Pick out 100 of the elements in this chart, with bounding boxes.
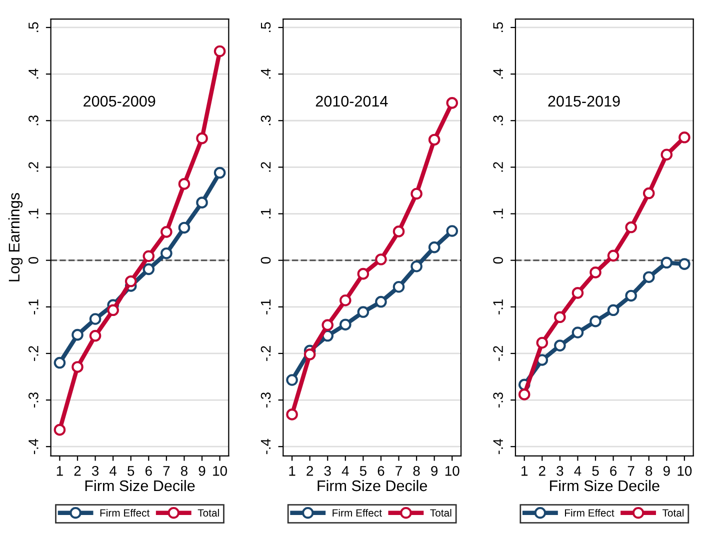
y-tick-label: .1	[260, 208, 271, 218]
y-tick-label: -.2	[260, 346, 271, 361]
point	[357, 268, 370, 280]
x-tick-label: 6	[378, 466, 384, 476]
point	[72, 328, 84, 341]
x-tick-label: 8	[413, 466, 420, 476]
point	[196, 196, 208, 208]
x-tick-label: 9	[198, 466, 206, 476]
point	[375, 296, 387, 308]
point	[660, 256, 673, 269]
point	[304, 348, 316, 360]
point	[536, 336, 548, 349]
point	[678, 258, 690, 270]
y-tick-label: -.4	[493, 438, 503, 454]
x-tick-label: 3	[324, 466, 331, 476]
point	[554, 311, 566, 324]
x-tick-label: 9	[663, 466, 670, 476]
point	[142, 263, 155, 276]
point	[142, 250, 155, 262]
y-tick-label: .4	[28, 68, 38, 79]
x-tick-label: 4	[342, 466, 349, 476]
x-tick-label: 2	[538, 466, 546, 476]
x-tick-label: 5	[128, 466, 134, 476]
x-tick-label: 6	[145, 466, 152, 476]
point	[89, 313, 102, 325]
point	[54, 356, 66, 369]
x-axis-title: Firm Size Decile	[550, 480, 660, 492]
point	[339, 294, 352, 306]
point	[214, 45, 226, 58]
x-tick-label: 8	[646, 466, 652, 476]
point	[590, 315, 602, 328]
y-tick-label: .3	[493, 115, 503, 126]
x-tick-label: 5	[592, 466, 599, 476]
x-tick-label: 6	[610, 466, 617, 476]
point	[72, 361, 84, 373]
y-tick-label: -.3	[493, 392, 503, 408]
point	[625, 221, 637, 234]
x-tick-label: 4	[110, 466, 117, 476]
point	[572, 287, 584, 299]
legend-label: Total	[662, 508, 684, 517]
y-tick-label: -.2	[28, 346, 38, 361]
y-tick-label: 0	[28, 257, 38, 264]
point	[196, 132, 208, 144]
point	[590, 266, 602, 278]
y-axis-title: Log Earnings	[8, 193, 23, 282]
x-axis-title: Firm Size Decile	[85, 480, 195, 492]
annotation: 2010-2014	[316, 96, 388, 107]
point	[214, 166, 226, 179]
y-tick-label: .2	[260, 162, 271, 172]
point	[625, 290, 637, 302]
point	[572, 326, 584, 338]
y-tick-label: 0	[260, 257, 271, 264]
x-tick-label: 10	[213, 466, 227, 476]
x-tick-label: 4	[574, 466, 582, 476]
point	[607, 250, 620, 262]
x-tick-label: 7	[396, 466, 402, 476]
x-tick-label: 9	[431, 466, 438, 476]
point	[518, 388, 530, 400]
point	[410, 188, 422, 200]
x-tick-label: 1	[56, 466, 63, 476]
x-tick-label: 2	[74, 466, 81, 476]
point	[392, 226, 405, 238]
point	[178, 222, 190, 234]
point	[89, 330, 102, 342]
y-tick-label: 0	[493, 257, 503, 264]
legend-label: Total	[430, 508, 452, 517]
y-tick-label: -.2	[493, 346, 503, 361]
point	[607, 304, 620, 316]
point	[446, 225, 458, 237]
legend-label: Firm Effect	[332, 508, 382, 517]
x-tick-label: 1	[289, 466, 296, 476]
x-tick-label: 8	[180, 466, 188, 476]
point	[339, 318, 352, 330]
y-tick-label: -.1	[493, 299, 503, 314]
point	[642, 271, 655, 283]
x-tick-label: 7	[628, 466, 634, 476]
y-tick-label: .1	[28, 208, 38, 218]
point	[178, 178, 190, 190]
y-tick-label: .3	[28, 115, 38, 126]
x-tick-label: 5	[360, 466, 366, 476]
point	[428, 241, 440, 254]
point	[554, 340, 566, 352]
y-tick-label: .5	[493, 22, 503, 32]
x-tick-label: 3	[556, 466, 564, 476]
point	[54, 424, 66, 436]
point	[107, 304, 119, 316]
y-tick-label: .2	[28, 162, 38, 172]
point	[642, 187, 655, 200]
point	[160, 247, 172, 260]
x-tick-label: 1	[522, 466, 528, 476]
point	[124, 275, 137, 288]
point	[375, 253, 387, 266]
y-tick-label: .4	[493, 68, 503, 79]
legend-label: Firm Effect	[565, 508, 614, 517]
y-tick-label: -.1	[260, 299, 271, 314]
point	[678, 131, 690, 144]
x-tick-label: 2	[306, 466, 313, 476]
point	[322, 319, 334, 331]
annotation: 2015-2019	[548, 96, 620, 107]
y-tick-label: -.3	[28, 392, 38, 408]
